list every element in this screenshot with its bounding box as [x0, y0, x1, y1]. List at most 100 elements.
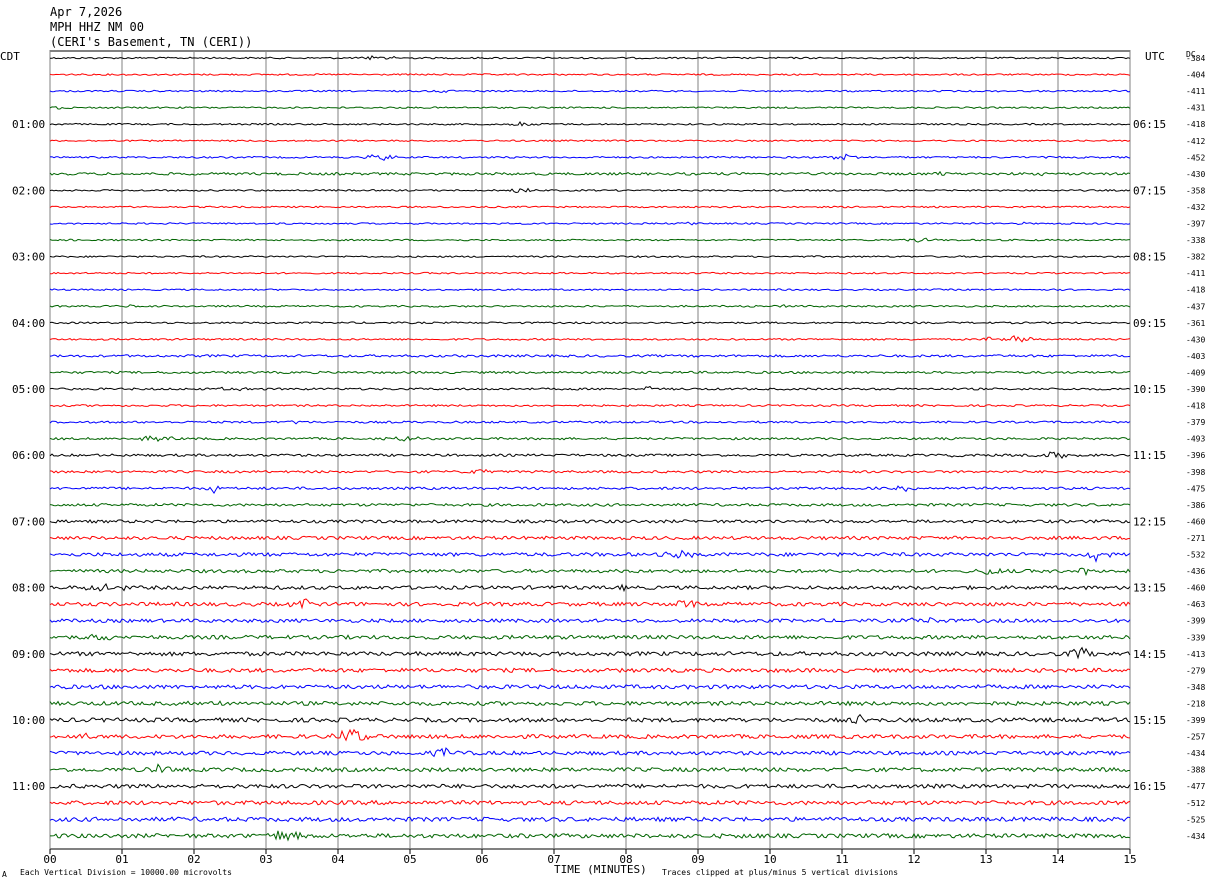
right-time-label: 15:15 — [1133, 714, 1166, 727]
left-time-label: 03:00 — [12, 251, 45, 264]
trace-line — [49, 598, 1131, 610]
axis-labels: 00 01 02 03 04 05 06 07 08 09 10 11 12 13 14 15 -384 -404… — [12, 54, 1205, 866]
x-tick-label: 08 — [619, 853, 632, 866]
dc-offset-label: -339 — [1186, 633, 1205, 642]
x-axis-title: TIME (MINUTES) — [554, 863, 647, 876]
dc-offset-label: -418 — [1186, 402, 1205, 411]
dc-offset-label: -532 — [1186, 551, 1205, 560]
clip-note: Traces clipped at plus/minus 5 vertical … — [662, 868, 899, 877]
x-tick-label: 12 — [907, 853, 920, 866]
dc-offset-label: -525 — [1186, 815, 1205, 824]
header-date: Apr 7,2026 — [50, 5, 123, 19]
x-tick-label: 11 — [835, 853, 848, 866]
dc-offset-label: -398 — [1186, 468, 1205, 477]
dc-offset-label: -271 — [1186, 534, 1205, 543]
right-time-label: 16:15 — [1133, 780, 1166, 793]
dc-offset-label: -418 — [1186, 286, 1205, 295]
dc-offset-label: -430 — [1186, 170, 1205, 179]
plot-frame — [49, 50, 1131, 850]
left-time-label: 07:00 — [12, 515, 45, 528]
dc-offset-label: -257 — [1186, 733, 1205, 742]
dc-offset-label: -403 — [1186, 352, 1205, 361]
dc-offset-label: -460 — [1186, 584, 1205, 593]
trace-line — [49, 89, 1131, 94]
dc-offset-label: -379 — [1186, 418, 1205, 427]
trace-line — [49, 667, 1131, 674]
left-time-label: 01:00 — [12, 118, 45, 131]
trace-line — [49, 646, 1131, 660]
dc-offset-label: -390 — [1186, 385, 1205, 394]
trace-line — [49, 288, 1131, 292]
trace-line — [49, 816, 1131, 823]
trace-line — [49, 684, 1131, 690]
dc-offset-label: -386 — [1186, 501, 1205, 510]
dc-offset-label: -218 — [1186, 699, 1205, 708]
trace-line — [49, 799, 1131, 806]
right-time-label: 09:15 — [1133, 317, 1166, 330]
right-time-label: 12:15 — [1133, 515, 1166, 528]
left-time-label: 10:00 — [12, 714, 45, 727]
x-tick-label: 13 — [979, 853, 992, 866]
trace-line — [49, 304, 1131, 308]
trace-line — [49, 370, 1131, 375]
dc-offset-label: -434 — [1186, 749, 1205, 758]
dc-offset-label: -409 — [1186, 368, 1205, 377]
left-time-label: 11:00 — [12, 780, 45, 793]
left-time-label: 08:00 — [12, 582, 45, 595]
right-time-label: 10:15 — [1133, 383, 1166, 396]
dc-offset-label: -437 — [1186, 302, 1205, 311]
trace-line — [49, 420, 1131, 425]
trace-line — [49, 485, 1131, 495]
seismic-traces — [49, 55, 1131, 842]
left-time-label: 05:00 — [12, 383, 45, 396]
dc-offset-label: -436 — [1186, 567, 1205, 576]
right-time-label: 06:15 — [1133, 118, 1166, 131]
dc-offset-label: -399 — [1186, 716, 1205, 725]
dc-offset-label: -338 — [1186, 236, 1205, 245]
trace-line — [49, 763, 1130, 774]
trace-line — [49, 255, 1131, 259]
trace-line — [49, 747, 1131, 758]
x-tick-label: 14 — [1051, 853, 1065, 866]
trace-line — [49, 435, 1131, 442]
dc-offset-label: -463 — [1186, 600, 1205, 609]
x-tick-label: 07 — [547, 853, 560, 866]
trace-line — [49, 502, 1131, 507]
x-tick-label: 09 — [691, 853, 704, 866]
x-tick-label: 02 — [187, 853, 200, 866]
dc-offset-label: -432 — [1186, 203, 1205, 212]
dc-offset-label: -358 — [1186, 186, 1205, 195]
right-time-label: 07:15 — [1133, 184, 1166, 197]
dc-offset-label: -460 — [1186, 517, 1205, 526]
trace-line — [49, 468, 1131, 475]
dc-offset-label: -431 — [1186, 104, 1205, 113]
trace-line — [49, 205, 1131, 209]
trace-line — [49, 221, 1131, 226]
dc-offset-label: -411 — [1186, 269, 1205, 278]
x-tick-label: 10 — [763, 853, 776, 866]
x-tick-label: 04 — [331, 853, 345, 866]
trace-line — [49, 567, 1131, 577]
dc-offset-label: -404 — [1186, 71, 1205, 80]
dc-offset-label: -396 — [1186, 451, 1205, 460]
dc-offset-label: -452 — [1186, 153, 1205, 162]
dc-offset-label: -388 — [1186, 766, 1205, 775]
trace-line — [49, 518, 1131, 524]
corner-mark: A — [2, 870, 7, 879]
trace-line — [49, 403, 1131, 408]
trace-line — [49, 237, 1131, 243]
trace-line — [49, 783, 1131, 790]
dc-offset-label: -434 — [1186, 832, 1205, 841]
trace-line — [49, 335, 1131, 343]
trace-line — [50, 55, 1131, 61]
right-time-label: 11:15 — [1133, 449, 1166, 462]
trace-line — [49, 549, 1131, 563]
dc-offset-label: -412 — [1186, 137, 1205, 146]
dc-offset-label: -397 — [1186, 220, 1205, 229]
trace-line — [49, 700, 1131, 707]
grid-lines — [49, 50, 1131, 854]
dc-offset-label: -382 — [1186, 253, 1205, 262]
trace-line — [50, 271, 1131, 275]
trace-line — [49, 121, 1131, 127]
dc-offset-label: -361 — [1186, 319, 1205, 328]
